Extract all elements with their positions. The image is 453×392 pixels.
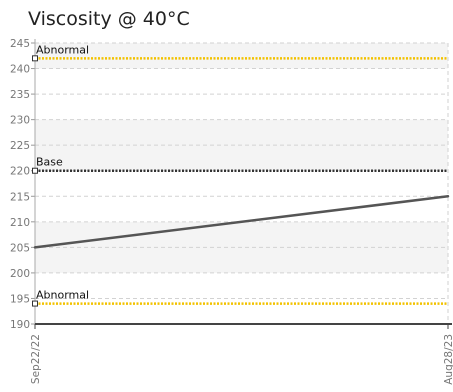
series-line: [33, 195, 450, 249]
y-tick-label: 230: [10, 115, 30, 127]
x-tick-label: Aug28/23: [443, 334, 453, 385]
reference-label: Abnormal: [36, 43, 89, 56]
reference-marker: [32, 55, 38, 62]
y-tick-label: 220: [10, 166, 30, 178]
y-tick-label: 225: [10, 140, 30, 152]
y-tick-label: 240: [10, 64, 30, 76]
reference-label: Base: [36, 156, 63, 169]
y-tick-label: 195: [10, 293, 30, 305]
y-tick-label: 200: [10, 268, 30, 280]
background-bands: [35, 43, 448, 324]
reference-lines: Abnormal Base Abnormal: [32, 43, 448, 307]
y-tick-label: 235: [10, 89, 30, 101]
y-tick-label: 215: [10, 191, 30, 203]
tick-labels: 190 195 200 205 210 215 220 225 230 235 240 245 Sep2…: [10, 38, 453, 385]
data-series: [33, 195, 450, 249]
reference-marker: [32, 167, 38, 174]
y-tick-label: 205: [10, 242, 30, 254]
background-band: [35, 43, 448, 69]
axes: [31, 39, 452, 329]
x-tick-label: Sep22/22: [30, 334, 42, 384]
reference-marker: [32, 300, 38, 307]
reference-label: Abnormal: [36, 289, 89, 302]
y-tick-label: 245: [10, 38, 30, 50]
y-tick-label: 190: [10, 319, 30, 331]
y-tick-label: 210: [10, 217, 30, 229]
chart-title: Viscosity @ 40°C: [28, 8, 190, 30]
